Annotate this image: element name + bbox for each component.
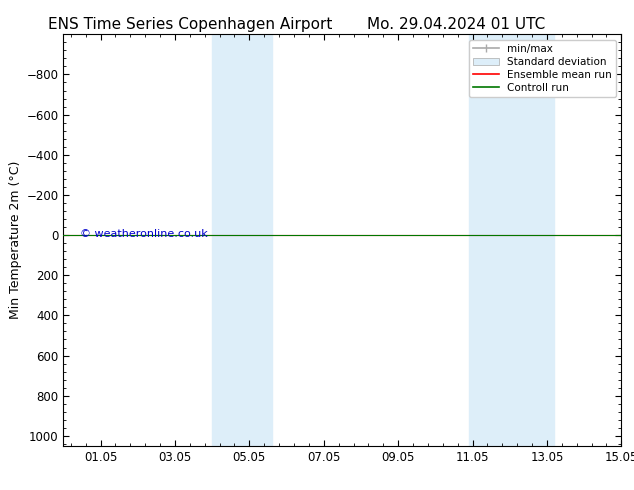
Bar	[212, 34, 272, 446]
Text: ENS Time Series Copenhagen Airport: ENS Time Series Copenhagen Airport	[48, 17, 332, 32]
Y-axis label: Min Temperature 2m (°C): Min Temperature 2m (°C)	[10, 161, 22, 319]
Text: © weatheronline.co.uk: © weatheronline.co.uk	[80, 229, 208, 239]
Bar	[469, 34, 554, 446]
Legend: min/max, Standard deviation, Ensemble mean run, Controll run: min/max, Standard deviation, Ensemble me…	[469, 40, 616, 97]
Text: Mo. 29.04.2024 01 UTC: Mo. 29.04.2024 01 UTC	[367, 17, 546, 32]
